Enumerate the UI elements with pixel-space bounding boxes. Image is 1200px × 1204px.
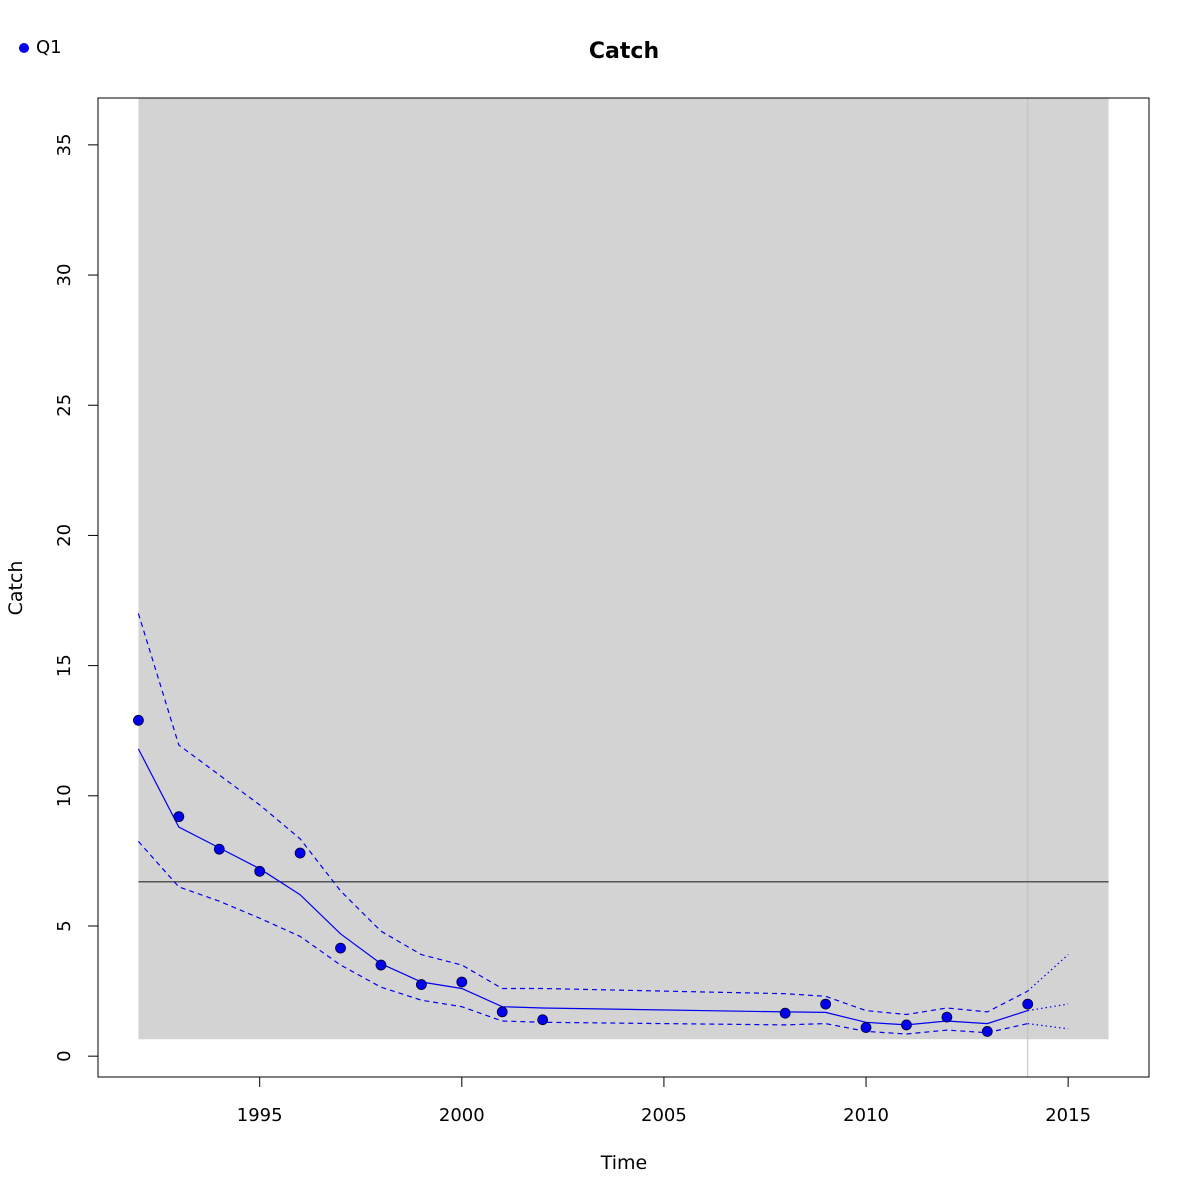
data-point-1998 (375, 959, 387, 971)
data-point-1996 (294, 847, 306, 859)
y-tick-label-5: 5 (54, 920, 75, 931)
legend-marker-q1 (19, 43, 29, 53)
data-point-2013 (981, 1026, 993, 1037)
data-point-1999 (415, 979, 427, 990)
fitted-line (137, 748, 1028, 1026)
data-point-1993 (173, 811, 185, 823)
data-point-1992 (133, 714, 144, 726)
data-point-2000 (456, 976, 468, 988)
y-tick-label-10: 10 (54, 784, 75, 807)
data-point-2008 (779, 1007, 791, 1019)
data-point-1994 (213, 843, 225, 855)
plot-frame (97, 97, 1150, 1078)
data-point-2011 (901, 1019, 912, 1031)
y-tick-label-15: 15 (54, 654, 75, 677)
y-tick-label-25: 25 (54, 394, 75, 417)
x-tick-label-2000: 2000 (439, 1105, 485, 1126)
data-point-2002 (537, 1014, 549, 1026)
legend: Q1 (19, 37, 62, 58)
data-point-1997 (335, 942, 346, 954)
data-point-2010 (860, 1022, 872, 1033)
x-tick-label-2015: 2015 (1045, 1105, 1091, 1126)
upper-band-line (137, 613, 1028, 1016)
data-point-2014 (1022, 998, 1034, 1010)
data-point-1995 (254, 865, 266, 877)
data-point-2009 (820, 998, 832, 1010)
x-tick-label-2005: 2005 (641, 1105, 687, 1126)
y-tick-label-20: 20 (54, 524, 75, 547)
chart-title: Catch (589, 39, 659, 64)
background-band (138, 98, 1109, 1040)
y-tick-label-0: 0 (54, 1050, 75, 1061)
data-point-2012 (941, 1011, 953, 1023)
forecast-upper-line (1027, 954, 1069, 992)
y-axis-title: Catch (5, 561, 27, 616)
x-axis-title: Time (600, 1152, 648, 1174)
x-tick-label-2010: 2010 (843, 1105, 889, 1126)
data-point-2001 (496, 1006, 508, 1018)
y-tick-label-35: 35 (54, 133, 75, 156)
legend-label-q1: Q1 (36, 37, 62, 58)
x-tick-label-1995: 1995 (237, 1105, 283, 1126)
y-tick-label-30: 30 (54, 264, 75, 287)
